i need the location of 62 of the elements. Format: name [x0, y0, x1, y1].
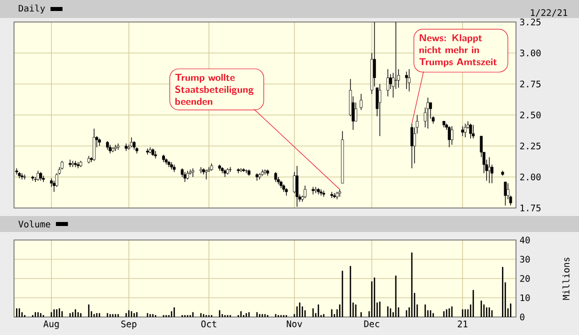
- candlestick: [472, 124, 475, 139]
- candlestick: [354, 102, 358, 122]
- candlestick: [184, 172, 186, 182]
- annotation: News: Klappt nicht mehr in Trumps Amtszeit: [419, 34, 497, 68]
- candlestick: [464, 123, 467, 138]
- y-tick-label: 2.00: [520, 174, 541, 180]
- y-tick-label: 20: [520, 275, 530, 282]
- text: 1/22/21: [530, 9, 568, 17]
- candlestick: [416, 114, 419, 134]
- y-tick-label: 3.25: [520, 18, 540, 26]
- candlestick: [304, 185, 306, 198]
- candlestick: [36, 170, 40, 182]
- x-tick-label: Oct: [201, 320, 216, 328]
- candlestick: [200, 166, 202, 174]
- candlestick: [410, 123, 414, 169]
- candlestick: [504, 182, 507, 206]
- x-tick-label: Sep: [121, 320, 136, 330]
- candlestick: [450, 126, 454, 146]
- candlestick: [389, 74, 392, 90]
- y-tick-label: 2.75: [520, 80, 540, 88]
- candlestick: [204, 169, 208, 180]
- chart-title: Daily: [18, 4, 45, 14]
- y-tick-label: 2.25: [520, 142, 540, 150]
- candlestick: [114, 144, 117, 152]
- x-tick-label: Nov: [286, 320, 302, 328]
- y-tick-label: 0: [520, 314, 524, 320]
- candlestick: [130, 136, 133, 148]
- candlestick: [373, 22, 376, 87]
- annotation: Trump wollte Staatsbeteiligung beenden: [175, 74, 254, 105]
- candlestick: [146, 148, 149, 156]
- y-tick-label: 40: [520, 236, 530, 244]
- candlestick: [461, 126, 464, 136]
- candlestick: [20, 172, 24, 180]
- candlestick: [68, 159, 72, 168]
- candlestick: [274, 172, 278, 182]
- y-axis-title: Millions: [562, 258, 570, 300]
- candlestick: [378, 84, 382, 136]
- candlestick: [488, 156, 491, 184]
- x-tick-label: 21: [458, 320, 468, 328]
- candlestick: [413, 127, 416, 164]
- y-tick-label: 30: [520, 256, 530, 263]
- candlestick: [74, 160, 77, 168]
- candlestick: [296, 165, 298, 208]
- y-tick-label: 1.75: [520, 204, 540, 212]
- candlestick: [154, 150, 157, 159]
- candlestick: [469, 123, 472, 139]
- candlestick: [320, 189, 322, 196]
- y-tick-label: 10: [520, 294, 530, 302]
- x-tick-label: Aug: [43, 320, 59, 330]
- candlestick: [429, 102, 432, 120]
- candlestick: [312, 186, 314, 195]
- candlestick: [192, 168, 194, 178]
- candlestick: [408, 68, 411, 92]
- y-tick-label: 2.50: [520, 112, 541, 118]
- chart-title: Volume: [18, 220, 50, 228]
- y-tick-label: 3.00: [520, 50, 541, 56]
- candlestick: [448, 126, 451, 148]
- candlestick: [360, 94, 363, 110]
- candlestick: [386, 68, 390, 97]
- candlestick: [405, 71, 408, 90]
- candlestick: [92, 128, 96, 162]
- x-tick-label: Dec: [364, 320, 380, 328]
